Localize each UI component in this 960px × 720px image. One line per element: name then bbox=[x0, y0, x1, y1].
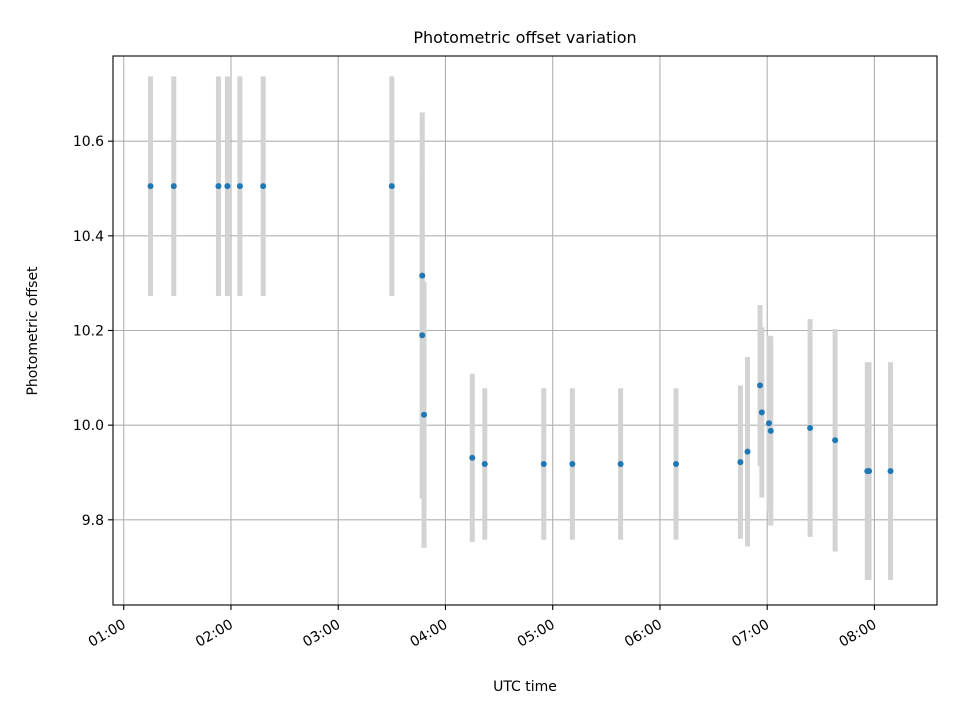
data-point bbox=[215, 183, 222, 190]
data-point bbox=[540, 460, 547, 467]
data-point bbox=[744, 448, 751, 455]
data-point bbox=[617, 460, 624, 467]
x-tick-label: 07:00 bbox=[729, 617, 772, 651]
data-points bbox=[147, 183, 894, 475]
data-point bbox=[469, 454, 476, 461]
x-tick-label: 05:00 bbox=[515, 617, 558, 651]
data-point bbox=[236, 183, 243, 190]
data-point bbox=[765, 420, 772, 427]
data-point bbox=[887, 468, 894, 475]
data-point bbox=[758, 409, 765, 416]
y-axis-label: Photometric offset bbox=[25, 266, 41, 396]
x-tick-label: 03:00 bbox=[300, 617, 343, 651]
data-point bbox=[757, 382, 764, 389]
y-tick-label: 10.6 bbox=[73, 134, 104, 150]
data-point bbox=[832, 437, 839, 444]
data-point bbox=[260, 183, 267, 190]
y-tick-label: 10.2 bbox=[73, 324, 104, 340]
data-point bbox=[147, 183, 154, 190]
x-axis-label: UTC time bbox=[493, 679, 557, 695]
data-point bbox=[419, 272, 426, 279]
x-tick-label: 08:00 bbox=[836, 617, 879, 651]
data-point bbox=[767, 427, 774, 434]
data-point bbox=[737, 459, 744, 466]
grid bbox=[113, 56, 937, 605]
data-point bbox=[170, 183, 177, 190]
data-point bbox=[673, 460, 680, 467]
y-tick-label: 10.0 bbox=[73, 418, 104, 434]
errorbars bbox=[148, 76, 894, 580]
data-point bbox=[569, 460, 576, 467]
data-point bbox=[807, 424, 814, 431]
y-tick-label: 10.4 bbox=[73, 229, 104, 245]
x-tick-label: 01:00 bbox=[86, 617, 129, 651]
data-point bbox=[388, 183, 395, 190]
data-point bbox=[224, 183, 231, 190]
data-point bbox=[421, 411, 428, 418]
x-tick-label: 04:00 bbox=[408, 617, 451, 651]
data-point bbox=[866, 468, 873, 475]
y-tick-label: 9.8 bbox=[82, 513, 104, 529]
data-point bbox=[481, 460, 488, 467]
x-tick-label: 06:00 bbox=[622, 617, 665, 651]
data-point bbox=[419, 332, 426, 339]
chart-title: Photometric offset variation bbox=[413, 28, 636, 47]
x-tick-label: 02:00 bbox=[193, 617, 236, 651]
